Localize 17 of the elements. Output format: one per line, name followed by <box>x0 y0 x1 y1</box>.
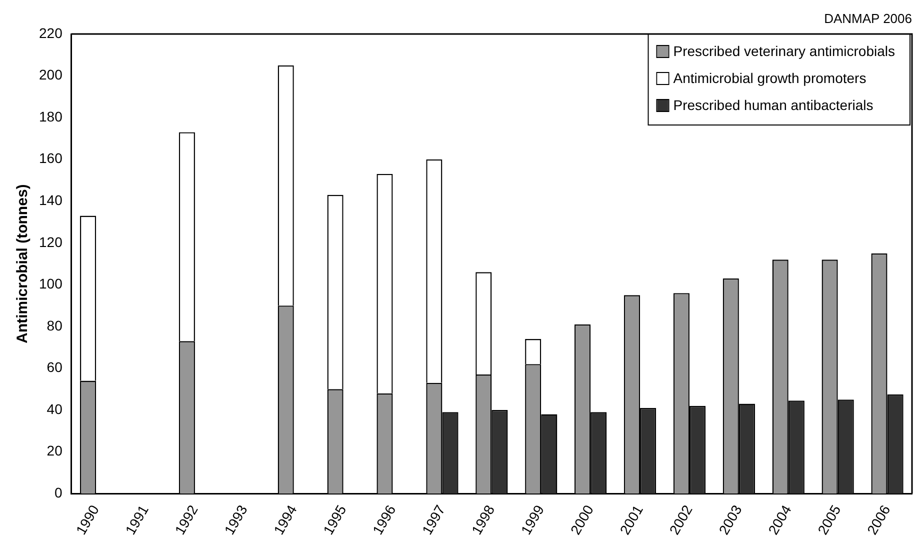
text: DANMAP 2006 <box>824 11 912 26</box>
y-tick-label: 40 <box>46 400 63 417</box>
y-tick-label: 140 <box>39 192 63 208</box>
y-tick-label: 100 <box>39 276 63 292</box>
y-axis-title: Antimicrobial (tonnes) <box>14 184 32 344</box>
y-tick-label: 120 <box>39 234 63 250</box>
y-tick-label: 180 <box>39 108 63 124</box>
legend-label: Antimicrobial growth promoters <box>673 70 866 86</box>
y-tick-label: 220 <box>39 24 63 41</box>
legend-label: Prescribed human antibacterials <box>673 96 874 113</box>
y-tick-label: 160 <box>39 150 63 166</box>
legend-label: Prescribed veterinary antimicrobials <box>673 42 896 59</box>
y-tick-label: 80 <box>46 317 63 334</box>
y-tick-label: 20 <box>46 442 63 459</box>
y-tick-label: 0 <box>54 484 63 500</box>
y-tick-label: 60 <box>46 359 63 376</box>
y-tick-label: 200 <box>39 66 63 83</box>
